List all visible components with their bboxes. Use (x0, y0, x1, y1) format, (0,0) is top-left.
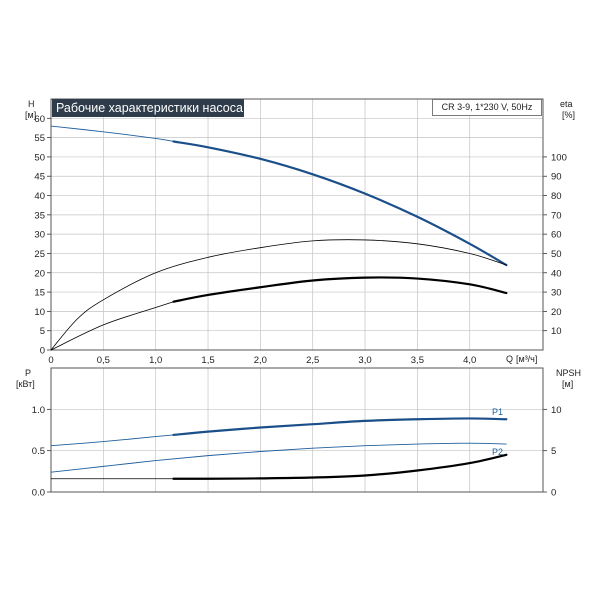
y-tick-label: 50 (34, 152, 45, 163)
y2-tick-label: 5 (551, 446, 556, 457)
y2-tick-label: 70 (551, 210, 562, 221)
y-tick-label: 5 (40, 326, 45, 337)
y-tick-label: 10 (34, 307, 45, 318)
series-label-p1: P1 (492, 407, 504, 417)
series-line (50, 239, 507, 351)
y2-axis-label-eta: eta (560, 99, 573, 109)
series-line (172, 276, 508, 303)
y2-axis-unit-eta: [%] (562, 110, 576, 120)
x-axis-unit-q: [м³/ч] (516, 354, 538, 364)
y-tick-label: 55 (34, 133, 45, 144)
x-tick-label: 3,0 (358, 355, 371, 366)
x-tick-label: 0,5 (97, 355, 110, 366)
x-tick-label: 3,5 (411, 355, 424, 366)
y-axis-label-power: P (25, 368, 32, 378)
y-axis-unit-power: [кВт] (16, 379, 35, 389)
y-axis-unit-head: [м] (25, 110, 37, 120)
y-tick-label: 40 (34, 191, 45, 202)
pump-model-box: CR 3-9, 1*230 V, 50Hz (432, 99, 542, 116)
y-tick-label: 60 (34, 114, 45, 125)
y-tick-label: 0 (40, 346, 45, 357)
y2-tick-label: 90 (551, 172, 562, 183)
y-tick-label: 0.5 (32, 446, 45, 457)
y2-tick-label: 50 (551, 249, 562, 260)
y2-axis-label-npsh: NPSH (556, 368, 582, 378)
y-tick-label: 25 (34, 249, 45, 260)
y-tick-label: 30 (34, 230, 45, 241)
series-line (172, 140, 508, 267)
chart-title: Рабочие характеристики насоса (52, 99, 244, 117)
y-tick-label: 15 (34, 288, 45, 299)
y2-tick-label: 100 (551, 152, 567, 163)
plot-frame (50, 98, 544, 351)
y2-tick-label: 80 (551, 191, 562, 202)
y-tick-label: 35 (34, 210, 45, 221)
series-line (172, 417, 508, 437)
frame-layer: 0510152025303540455055601020304050607080… (32, 98, 567, 499)
y-tick-label: 0.0 (32, 488, 45, 499)
y-tick-label: 20 (34, 268, 45, 279)
series-line (50, 301, 174, 351)
y-tick-label: 1.0 (32, 405, 45, 416)
series-line (50, 442, 507, 473)
series-line (50, 434, 174, 447)
y2-tick-label: 30 (551, 288, 562, 299)
x-tick-label: 0 (48, 355, 53, 366)
curves-layer (50, 125, 508, 480)
y-tick-label: 45 (34, 172, 45, 183)
y2-tick-label: 60 (551, 230, 562, 241)
x-tick-label: 1,0 (149, 355, 162, 366)
series-label-p2: P2 (492, 447, 504, 457)
x-tick-label: 2,0 (254, 355, 267, 366)
y2-tick-label: 10 (551, 326, 562, 337)
y2-tick-label: 20 (551, 307, 562, 318)
x-tick-label: 1,5 (201, 355, 214, 366)
grid-layer (50, 99, 543, 492)
y2-tick-label: 10 (551, 405, 562, 416)
y-axis-label-head: H (28, 99, 35, 109)
series-line (50, 125, 174, 142)
y2-tick-label: 0 (551, 488, 556, 499)
series-line (172, 453, 508, 480)
y2-tick-label: 40 (551, 268, 562, 279)
x-tick-label: 2,5 (306, 355, 319, 366)
y2-axis-unit-npsh: [м] (562, 379, 574, 389)
x-tick-label: 4,0 (463, 355, 476, 366)
x-axis-label-q: Q (506, 354, 514, 364)
plot-frame (50, 367, 544, 493)
